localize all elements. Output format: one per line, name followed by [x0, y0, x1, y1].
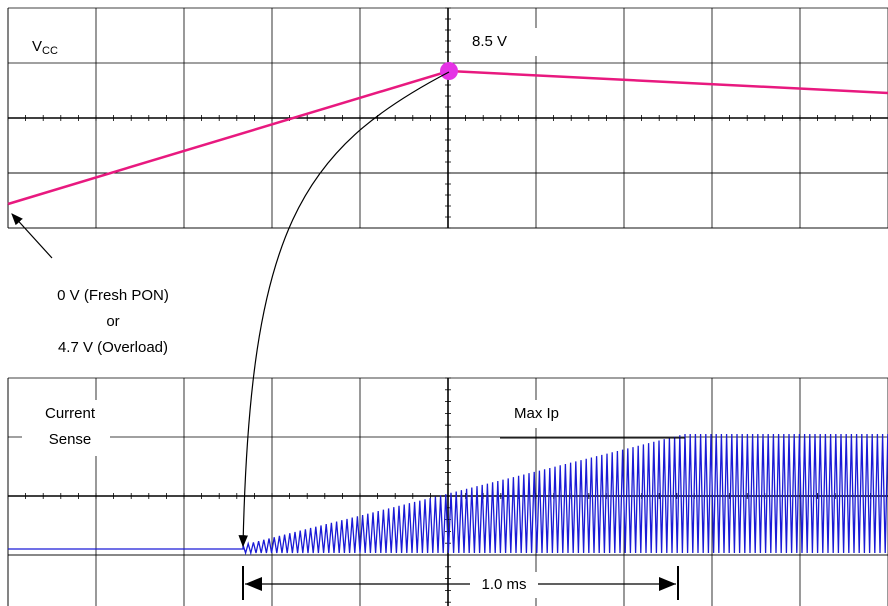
- max-ip-label: Max Ip: [514, 405, 559, 422]
- link-arrow: [238, 71, 450, 548]
- label-bg: [22, 30, 80, 62]
- dim-head: [245, 577, 262, 591]
- label-bg: [508, 400, 574, 428]
- current-trace: [8, 433, 888, 556]
- cs-label: Sense: [49, 431, 92, 448]
- start-arrow: [11, 213, 53, 259]
- label-bg: [22, 400, 110, 456]
- waveforms: [7, 62, 888, 556]
- cs-label: Current: [45, 405, 96, 422]
- label-bg: [462, 28, 538, 56]
- vcc-sub: CC: [42, 45, 58, 57]
- note-line: 0 V (Fresh PON): [57, 287, 169, 304]
- note-line: or: [106, 313, 119, 330]
- vcc-text: V: [32, 38, 42, 55]
- dim-head: [659, 577, 676, 591]
- peak-label: 8.5 V: [472, 33, 507, 50]
- label-bg: [470, 572, 538, 598]
- note-line: 4.7 V (Overload): [58, 339, 168, 356]
- duration-label: 1.0 ms: [481, 576, 526, 593]
- vcc-label: VCC: [32, 38, 58, 57]
- vcc-peak-dot: [440, 62, 458, 80]
